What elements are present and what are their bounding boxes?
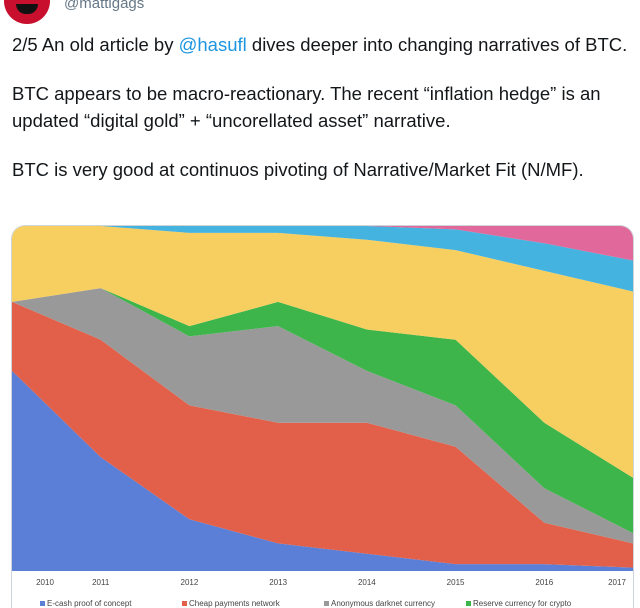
x-tick-label: 2015 <box>447 578 465 587</box>
para1-prefix: 2/5 An old article by <box>12 34 179 55</box>
legend-swatch <box>466 601 471 606</box>
area-series-1 <box>12 301 633 568</box>
legend-label: Reserve currency for crypto <box>473 599 572 608</box>
legend-label: E-cash proof of concept <box>47 599 132 608</box>
x-tick-label: 2011 <box>92 578 110 587</box>
area-series-2 <box>12 288 633 544</box>
legend-swatch <box>182 601 187 606</box>
x-tick-label: 2012 <box>181 578 199 587</box>
tweet-paragraph-2: BTC appears to be macro-reactionary. The… <box>12 83 601 131</box>
chart-image[interactable]: 2010 2011 2012 2013 2014 2015 2016 2017 E-cash p… <box>11 225 634 608</box>
narrative-area-chart: 2010 2011 2012 2013 2014 2015 2016 2017 E-cash p… <box>12 226 633 608</box>
legend-item: Anonymous darknet currency <box>324 599 435 608</box>
legend-swatch <box>324 601 329 606</box>
legend-item: Cheap payments network <box>182 599 281 608</box>
tweet-text: 2/5 An old article by @hasufl dives deep… <box>12 31 632 205</box>
legend-item: Reserve currency for crypto <box>466 599 572 608</box>
user-handle[interactable]: @mattigags <box>64 0 145 12</box>
x-tick-label: 2017 <box>608 578 626 587</box>
area-series-5 <box>12 226 633 292</box>
x-tick-label: 2014 <box>358 578 376 587</box>
area-series-0 <box>12 370 633 571</box>
para1-suffix: dives deeper into changing narratives of… <box>246 34 628 55</box>
legend-swatch <box>40 601 45 606</box>
x-tick-label: 2010 <box>36 578 54 587</box>
tweet-paragraph-3: BTC is very good at continuos pivoting o… <box>12 159 584 180</box>
area-series-6 <box>12 226 633 261</box>
x-tick-label: 2016 <box>535 578 553 587</box>
avatar[interactable] <box>4 0 50 24</box>
legend-item: E-cash proof of concept <box>40 599 132 608</box>
legend-label: Anonymous darknet currency <box>331 599 435 608</box>
area-series-3 <box>12 288 633 534</box>
x-tick-label: 2013 <box>269 578 287 587</box>
mention-link[interactable]: @hasufl <box>178 34 247 55</box>
legend-label: Cheap payments network <box>189 599 281 608</box>
area-series-4 <box>12 226 633 478</box>
tweet-paragraph-1: 2/5 An old article by @hasufl dives deep… <box>12 31 632 58</box>
